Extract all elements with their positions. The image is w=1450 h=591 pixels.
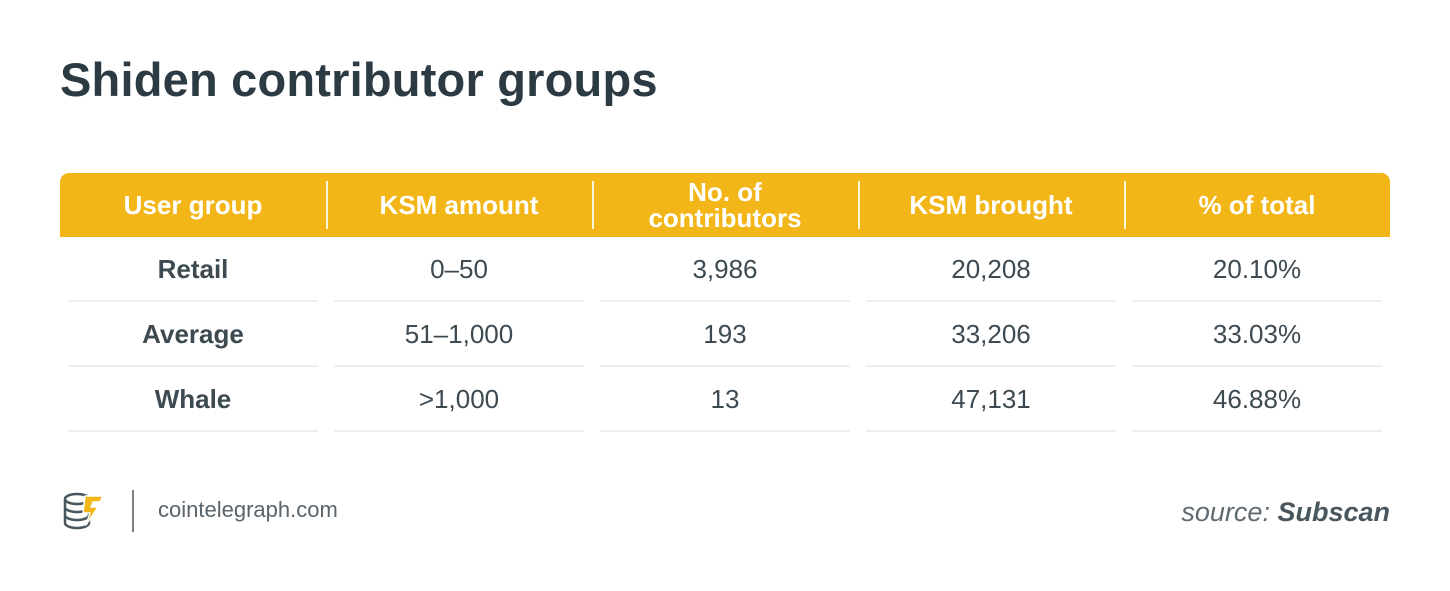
table-cell: 20.10% (1124, 237, 1390, 302)
table-cell: 0–50 (326, 237, 592, 302)
table-cell: 33,206 (858, 302, 1124, 367)
table-cell: >1,000 (326, 367, 592, 432)
contributor-table: User group KSM amount No. of contributors K… (60, 173, 1390, 432)
table-row: Average 51–1,000 193 33,206 33.03% (60, 302, 1390, 367)
table-row: Retail 0–50 3,986 20,208 20.10% (60, 237, 1390, 302)
footer-divider (132, 490, 134, 532)
source-name: Subscan (1277, 497, 1390, 527)
table-cell: 3,986 (592, 237, 858, 302)
source-label: source: (1181, 497, 1278, 527)
column-header: User group (123, 190, 263, 220)
table-cell: 193 (592, 302, 858, 367)
footer-site-link[interactable]: cointelegraph.com (158, 497, 338, 522)
cointelegraph-logo-icon (63, 492, 104, 530)
row-label: Whale (60, 367, 326, 432)
table-cell: 13 (592, 367, 858, 432)
table-body: Retail 0–50 3,986 20,208 20.10% Average 51–1,0… (60, 237, 1390, 432)
table-cell: 20,208 (858, 237, 1124, 302)
table-cell: 33.03% (1124, 302, 1390, 367)
column-header: KSM brought (858, 173, 1124, 237)
table-cell: 47,131 (858, 367, 1124, 432)
column-header: % of total (1124, 173, 1390, 237)
source-credit: source: Subscan (1181, 497, 1390, 528)
table-row: Whale >1,000 13 47,131 46.88% (60, 367, 1390, 432)
column-header: KSM amount (326, 173, 592, 237)
row-label: Average (60, 302, 326, 367)
chart-title: Shiden contributor groups (60, 53, 658, 106)
table-cell: 51–1,000 (326, 302, 592, 367)
table-header: User group KSM amount No. of contributors K… (60, 173, 1390, 237)
column-header: No. of contributors (592, 173, 858, 237)
row-label: Retail (60, 237, 326, 302)
table-cell: 46.88% (1124, 367, 1390, 432)
